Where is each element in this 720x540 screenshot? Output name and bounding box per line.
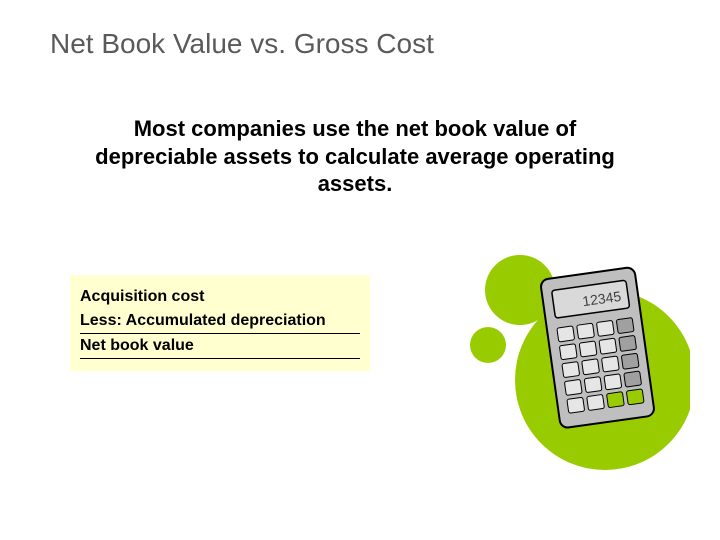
slide-body-text: Most companies use the net book value of… [75, 115, 635, 198]
slide-title: Net Book Value vs. Gross Cost [50, 28, 434, 60]
table-row: Acquisition cost [80, 285, 360, 309]
table-row: Less: Accumulated depreciation [80, 309, 360, 334]
calculator-clipart: 12345 [430, 225, 690, 475]
table-row: Net book value [80, 334, 360, 359]
calculation-table: Acquisition cost Less: Accumulated depre… [70, 275, 370, 371]
